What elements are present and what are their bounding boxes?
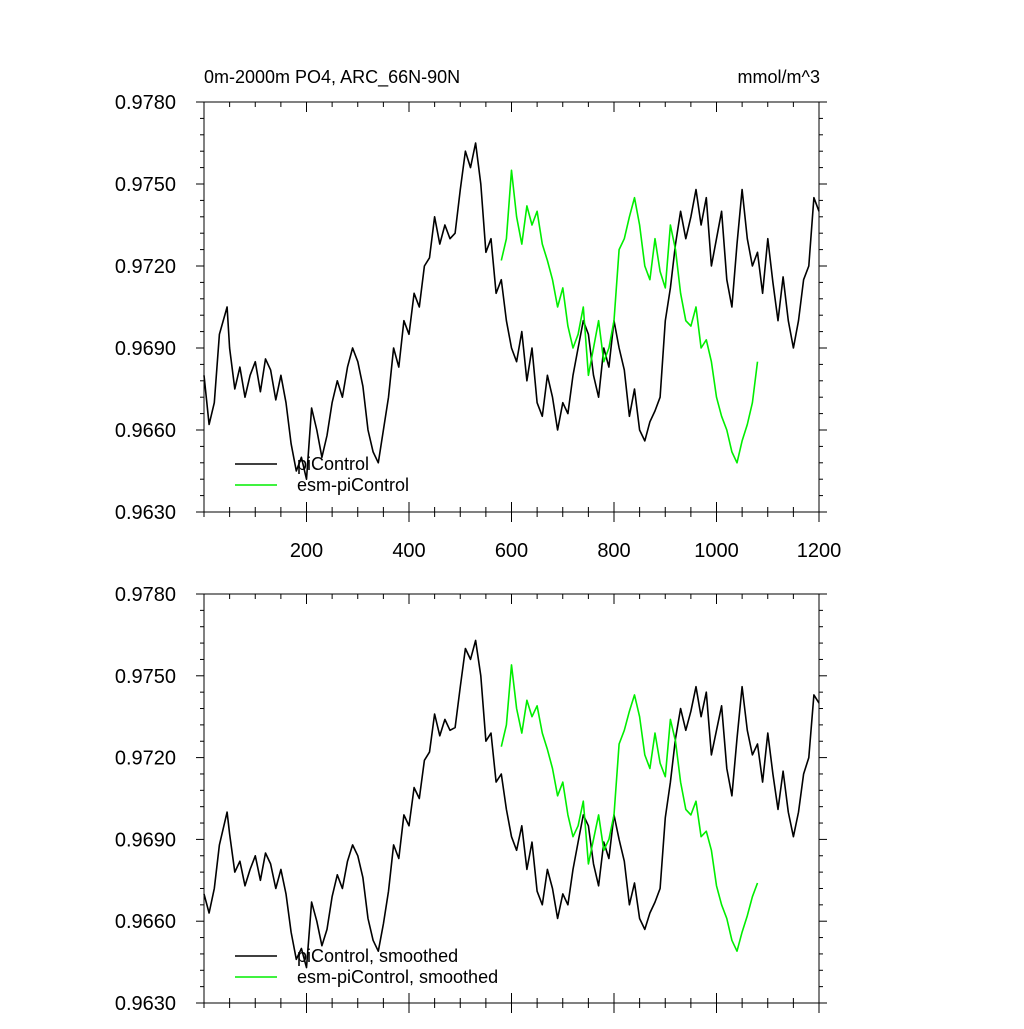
legend-label-0: piControl bbox=[297, 454, 369, 474]
bottom-axes: 0.9630 0.9660 0.9690 0.9720 0.9750 0.9780 bbox=[115, 584, 827, 1015]
y-tick-label: 0.9660 bbox=[115, 420, 176, 442]
y-tick-label: 0.9690 bbox=[115, 338, 176, 360]
x-tick-label: 800 bbox=[597, 540, 630, 562]
y-tick-label: 0.9630 bbox=[115, 993, 176, 1015]
x-tick-label: 200 bbox=[290, 540, 323, 562]
x-tick-label: 600 bbox=[495, 540, 528, 562]
top-panel: 0m-2000m PO4, ARC_66N-90N mmol/m^3 0.963… bbox=[115, 67, 841, 562]
x-tick-label: 1200 bbox=[797, 540, 842, 562]
top-series-group bbox=[203, 142, 820, 481]
y-tick-label: 0.9720 bbox=[115, 748, 176, 770]
legend-label-1: esm-piControl bbox=[297, 475, 409, 495]
y-tick-label: 0.9690 bbox=[115, 829, 176, 851]
bottom-panel: 0.9630 0.9660 0.9690 0.9720 0.9750 0.9780 piC… bbox=[115, 584, 827, 1015]
y-tick-label: 0.9780 bbox=[115, 584, 176, 606]
bottom-series-group bbox=[203, 639, 820, 969]
x-tick-label: 1000 bbox=[694, 540, 739, 562]
series-line-1 bbox=[500, 169, 759, 464]
series-line-0 bbox=[203, 142, 820, 481]
series-line-0 bbox=[203, 639, 820, 969]
plot-frame bbox=[203, 593, 820, 1004]
y-tick-label: 0.9720 bbox=[115, 256, 176, 278]
y-tick-label: 0.9630 bbox=[115, 502, 176, 524]
x-tick-label: 400 bbox=[392, 540, 425, 562]
plot-frame bbox=[203, 101, 820, 513]
top-axes: 0.9630 0.9660 0.9690 0.9720 0.9750 0.9780 200 4… bbox=[115, 92, 841, 562]
y-tick-label: 0.9660 bbox=[115, 911, 176, 933]
series-line-1 bbox=[500, 664, 759, 953]
legend-label-1: esm-piControl, smoothed bbox=[297, 967, 498, 987]
y-tick-label: 0.9750 bbox=[115, 666, 176, 688]
legend-label-0: piControl, smoothed bbox=[297, 946, 458, 966]
top-chart-units: mmol/m^3 bbox=[738, 67, 820, 87]
top-chart-title: 0m-2000m PO4, ARC_66N-90N bbox=[204, 67, 460, 88]
y-tick-label: 0.9750 bbox=[115, 174, 176, 196]
y-tick-label: 0.9780 bbox=[115, 92, 176, 114]
